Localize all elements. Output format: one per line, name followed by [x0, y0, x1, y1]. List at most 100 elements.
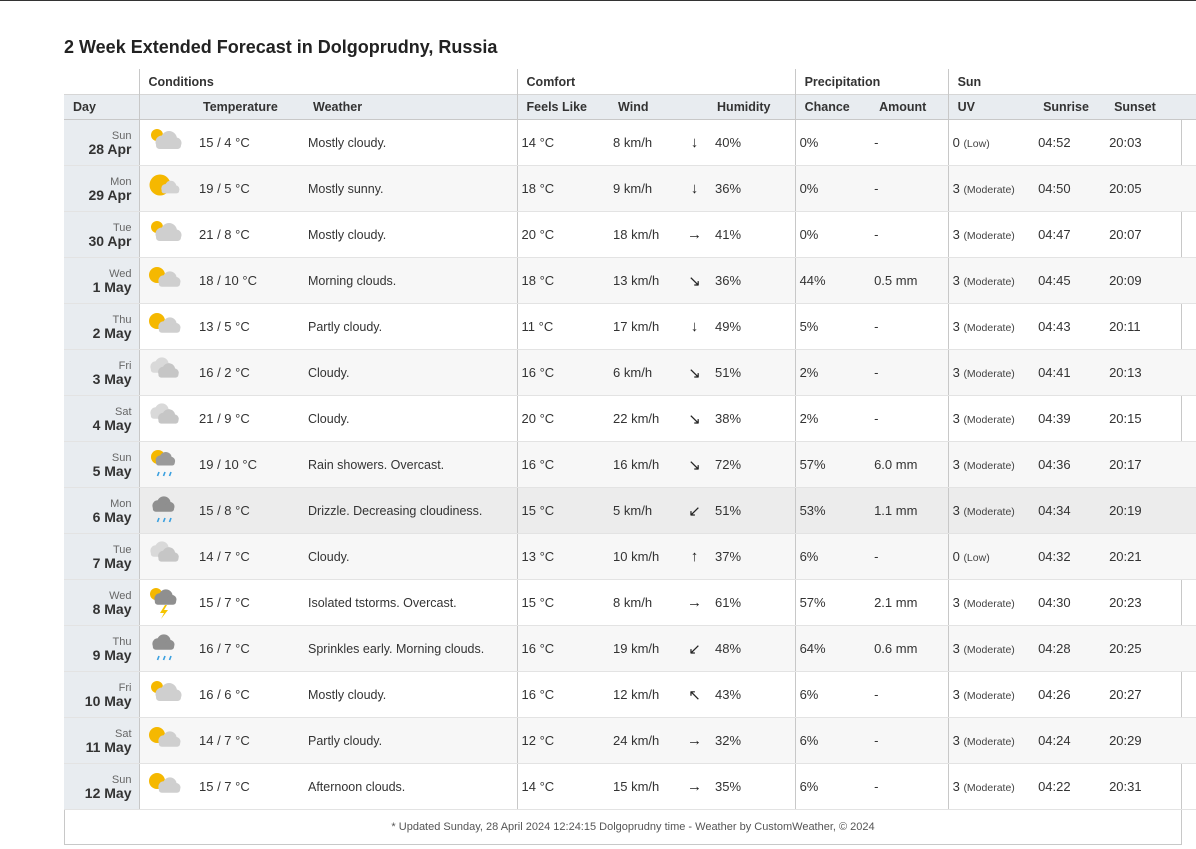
wind-direction-cell: ↓: [679, 165, 711, 212]
precip-amount: 1.1 mm: [870, 487, 949, 534]
wind-direction-cell: ↓: [679, 119, 711, 166]
cloudy-icon: [149, 402, 179, 424]
date: 12 May: [84, 784, 132, 801]
sunset: 20:19: [1109, 487, 1196, 534]
precip-amount: 2.1 mm: [870, 579, 949, 626]
uv-cell: 3 (Moderate): [947, 395, 1035, 442]
footer-note: * Updated Sunday, 28 April 2024 12:24:15…: [64, 809, 1196, 844]
forecast-row: Sun 12 May 15 / 7 °C Afternoon clouds. 14 °C…: [64, 763, 1196, 810]
weather-desc: Mostly cloudy.: [304, 119, 518, 166]
day-cell: Sun 5 May: [64, 441, 139, 488]
weather-desc: Cloudy.: [304, 349, 518, 396]
group-header-row: Conditions Comfort Precipitation Sun: [64, 69, 1196, 95]
date: 10 May: [84, 692, 132, 709]
wind-arrow-icon: →: [687, 732, 703, 749]
day-of-week: Sun: [111, 129, 132, 142]
thunderstorm-icon: [149, 587, 176, 619]
wind-speed: 18 km/h: [609, 211, 680, 258]
date: 1 May: [92, 278, 132, 295]
weather-desc: Morning clouds.: [304, 257, 518, 304]
col-day: Day: [64, 94, 139, 120]
uv-label: (Moderate): [963, 644, 1015, 656]
humidity: 37%: [710, 533, 796, 580]
precip-chance: 64%: [794, 625, 871, 672]
feels-like: 14 °C: [516, 763, 610, 810]
group-blank: [64, 69, 139, 95]
weather-desc: Mostly cloudy.: [304, 211, 518, 258]
forecast-row: Mon 6 May 15 / 8 °C Drizzle. Decreasing clo…: [64, 487, 1196, 534]
sunset: 20:09: [1109, 257, 1196, 304]
drizzle-icon: [151, 495, 174, 522]
uv-index: 3: [952, 457, 960, 472]
feels-like: 16 °C: [516, 349, 610, 396]
feels-like: 16 °C: [516, 625, 610, 672]
day-cell: Sat 4 May: [64, 395, 139, 442]
sunrise: 04:47: [1034, 211, 1110, 258]
wind-arrow-icon: ↓: [690, 134, 699, 151]
temperature: 13 / 5 °C: [195, 303, 304, 350]
feels-like: 14 °C: [516, 119, 610, 166]
temperature: 21 / 8 °C: [195, 211, 304, 258]
uv-cell: 3 (Moderate): [947, 257, 1035, 304]
wind-arrow-icon: ↓: [690, 318, 699, 335]
day-of-week: Mon: [110, 175, 132, 188]
uv-label: (Moderate): [963, 368, 1015, 380]
day-of-week: Wed: [109, 589, 132, 602]
sunset: 20:27: [1109, 671, 1196, 718]
temperature: 15 / 4 °C: [195, 119, 304, 166]
day-cell: Mon 6 May: [64, 487, 139, 534]
uv-index: 3: [952, 503, 960, 518]
precip-amount: 0.6 mm: [870, 625, 949, 672]
humidity: 40%: [710, 119, 796, 166]
temperature: 18 / 10 °C: [195, 257, 304, 304]
uv-cell: 3 (Moderate): [947, 579, 1035, 626]
weather-desc: Afternoon clouds.: [304, 763, 518, 810]
temperature: 19 / 5 °C: [195, 165, 304, 212]
wind-speed: 13 km/h: [609, 257, 680, 304]
forecast-row: Sat 11 May 14 / 7 °C Partly cloudy. 12 °C 24 …: [64, 717, 1196, 764]
col-humidity: Humidity: [710, 94, 796, 120]
uv-label: (Low): [963, 138, 990, 150]
wind-speed: 24 km/h: [609, 717, 680, 764]
uv-index: 3: [952, 687, 960, 702]
rain-showers-icon: [150, 449, 175, 476]
wind-speed: 12 km/h: [609, 671, 680, 718]
sunset: 20:23: [1109, 579, 1196, 626]
sunrise: 04:39: [1034, 395, 1110, 442]
forecast-row: Fri 10 May 16 / 6 °C Mostly cloudy. 16 °C 12 …: [64, 671, 1196, 718]
temperature: 21 / 9 °C: [195, 395, 304, 442]
top-border: [0, 0, 1196, 1]
day-of-week: Mon: [110, 497, 132, 510]
uv-cell: 3 (Moderate): [947, 717, 1035, 764]
uv-cell: 3 (Moderate): [947, 165, 1035, 212]
date: 2 May: [92, 324, 132, 341]
temperature: 15 / 7 °C: [195, 763, 304, 810]
feels-like: 18 °C: [516, 257, 610, 304]
feels-like: 20 °C: [516, 211, 610, 258]
humidity: 43%: [710, 671, 796, 718]
forecast-row: Thu 2 May 13 / 5 °C Partly cloudy. 11 °C 17 k…: [64, 303, 1196, 350]
sunset: 20:07: [1109, 211, 1196, 258]
uv-index: 0: [952, 549, 960, 564]
uv-index: 3: [952, 365, 960, 380]
precip-amount: -: [870, 211, 949, 258]
wind-direction-cell: ↓: [679, 303, 711, 350]
sunrise: 04:26: [1034, 671, 1110, 718]
weather-icon-cell: [138, 211, 195, 258]
uv-index: 0: [952, 135, 960, 150]
sunset: 20:13: [1109, 349, 1196, 396]
humidity: 48%: [710, 625, 796, 672]
precip-amount: -: [870, 717, 949, 764]
mostly-cloudy-icon: [150, 128, 181, 149]
precip-chance: 44%: [794, 257, 871, 304]
precip-amount: 6.0 mm: [870, 441, 949, 488]
wind-arrow-icon: ↘: [688, 410, 701, 428]
precip-chance: 57%: [794, 441, 871, 488]
precip-chance: 6%: [794, 671, 871, 718]
weather-icon-cell: [138, 441, 195, 488]
uv-index: 3: [952, 181, 960, 196]
uv-label: (Moderate): [963, 736, 1015, 748]
weather-icon-cell: [138, 257, 195, 304]
weather-desc: Isolated tstorms. Overcast.: [304, 579, 518, 626]
col-sunset: Sunset: [1109, 94, 1196, 120]
